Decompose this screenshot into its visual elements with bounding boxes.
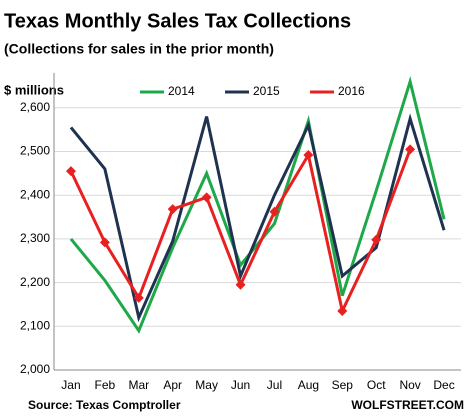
legend-label: 2014	[168, 84, 195, 98]
chart-subtitle: (Collections for sales in the prior mont…	[4, 41, 274, 57]
x-tick-label: Jul	[267, 378, 282, 392]
y-tick-label: 2,500	[20, 144, 50, 158]
chart-title: Texas Monthly Sales Tax Collections	[4, 10, 351, 32]
x-tick-label: Feb	[95, 378, 116, 392]
y-tick-label: 2,600	[20, 100, 50, 114]
marker	[269, 206, 280, 217]
x-tick-label: Nov	[399, 378, 420, 392]
marker	[303, 149, 314, 160]
marker	[99, 237, 110, 248]
x-tick-label: Dec	[433, 378, 454, 392]
credit: WOLFSTREET.COM	[351, 398, 464, 412]
series-line	[69, 113, 446, 323]
x-tick-label: May	[195, 378, 218, 392]
y-tick-label: 2,000	[20, 362, 50, 376]
marker	[167, 204, 178, 215]
y-tick-label: 2,300	[20, 231, 50, 245]
x-tick-label: Mar	[128, 378, 149, 392]
marker	[235, 279, 246, 290]
series-line	[69, 75, 446, 334]
source: Source: Texas Comptroller	[28, 398, 181, 412]
marker	[405, 144, 416, 155]
legend-label: 2015	[253, 84, 280, 98]
x-tick-label: Aug	[298, 378, 319, 392]
y-tick-label: 2,200	[20, 275, 50, 289]
x-tick-label: Jun	[231, 378, 250, 392]
y-axis-label: $ millions	[4, 82, 64, 97]
y-tick-label: 2,100	[20, 318, 50, 332]
x-tick-label: Jan	[61, 378, 80, 392]
y-tick-label: 2,400	[20, 187, 50, 201]
x-tick-label: Oct	[367, 378, 386, 392]
marker	[337, 306, 348, 317]
legend-label: 2016	[338, 84, 365, 98]
marker	[65, 166, 76, 177]
marker	[201, 192, 212, 203]
marker	[371, 234, 382, 245]
x-tick-label: Apr	[163, 378, 182, 392]
marker	[133, 292, 144, 303]
x-tick-label: Sep	[332, 378, 354, 392]
